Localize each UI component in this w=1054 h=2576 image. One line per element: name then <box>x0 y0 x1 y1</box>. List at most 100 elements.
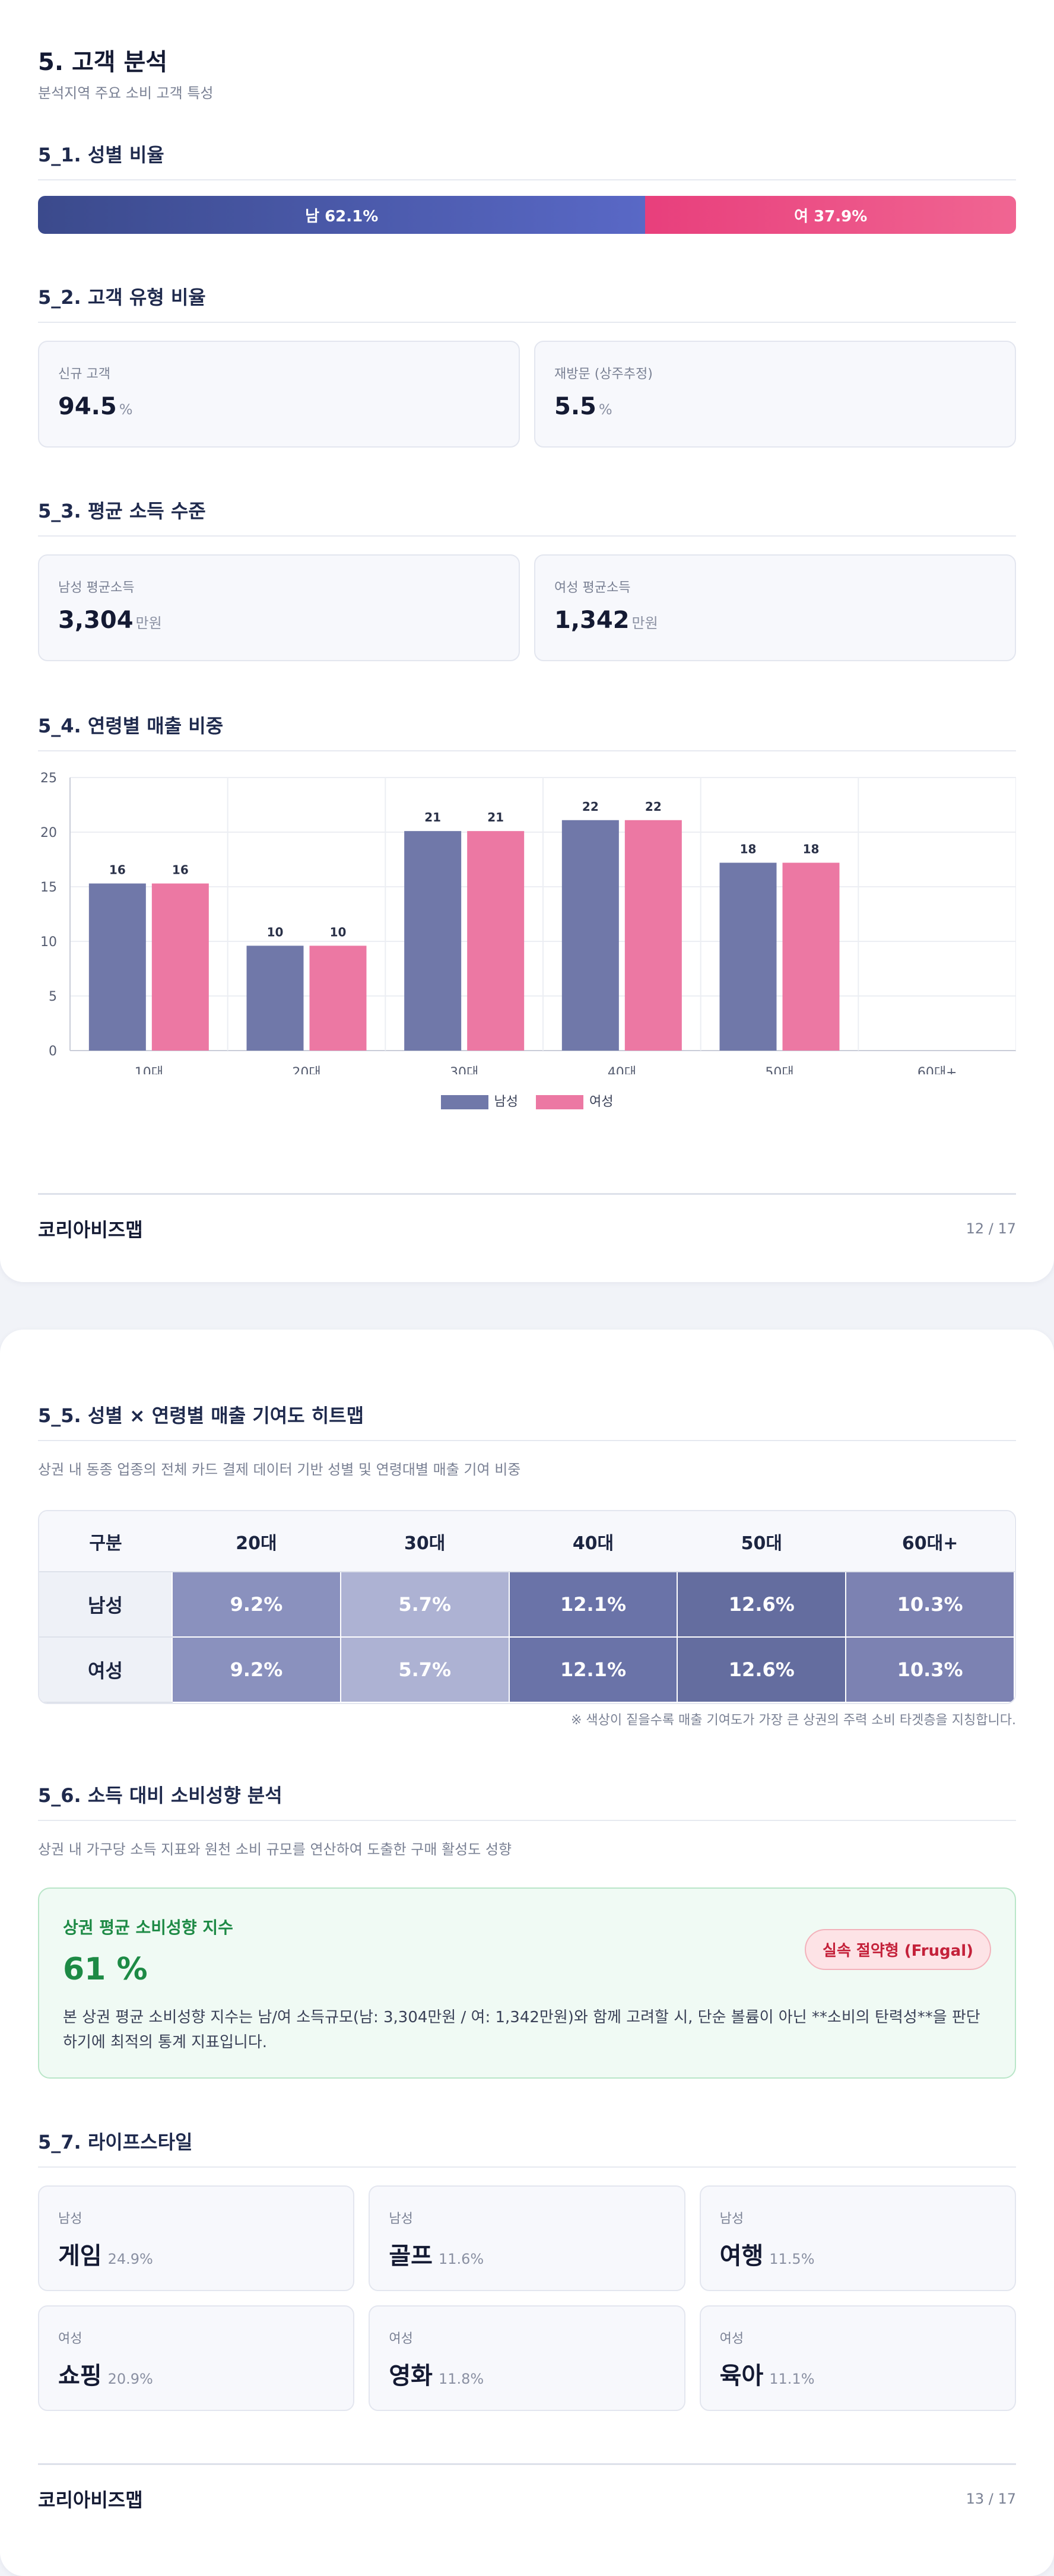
x-tick-label: 30대 <box>450 1065 478 1074</box>
section-heading-age-sales: 5_4. 연령별 매출 비중 <box>38 711 1016 751</box>
footer-brand: 코리아비즈맵 <box>38 1218 143 1241</box>
bar-value-label: 18 <box>803 842 820 856</box>
lifestyle-name: 육아 <box>719 2362 764 2390</box>
section-heading-income: 5_3. 평균 소득 수준 <box>38 496 1016 537</box>
card-unit: % <box>598 401 612 418</box>
spending-index-box: 상권 평균 소비성향 지수 61 % 실속 절약형 (Frugal) 본 상권 … <box>38 1887 1016 2079</box>
card-returning-customer: 재방문 (상주추정) 5.5% <box>534 341 1016 448</box>
bar-female <box>782 862 840 1051</box>
card-label: 여성 평균소득 <box>554 580 631 595</box>
y-tick-label: 15 <box>40 880 57 895</box>
footer-brand: 코리아비즈맵 <box>38 2488 143 2511</box>
card-unit: 만원 <box>631 615 658 632</box>
card-value: 1,342 <box>554 607 630 634</box>
lifestyle-gender: 남성 <box>389 2212 413 2226</box>
page-title: 5. 고객 분석 <box>38 49 168 76</box>
heatmap-header-row: 구분 20대 30대 40대 50대 60대+ <box>39 1511 1014 1572</box>
y-tick-label: 25 <box>40 771 57 786</box>
lifestyle-name: 골프 <box>389 2242 433 2270</box>
legend-swatch-male <box>440 1095 488 1109</box>
lifestyle-card: 여성 쇼핑 20.9% <box>38 2305 355 2411</box>
page-footer: 코리아비즈맵 12 / 17 <box>38 1193 1016 1262</box>
bar-male <box>246 946 304 1051</box>
spending-description: 상권 내 가구당 소득 지표와 원천 소비 규모를 연산하여 도출한 구매 활성… <box>38 1841 512 1858</box>
lifestyle-name: 게임 <box>58 2242 102 2270</box>
heatmap-cell: 12.1% <box>508 1571 678 1638</box>
heatmap-cell: 12.6% <box>677 1571 847 1638</box>
gender-female-segment: 여 37.9% <box>645 196 1016 234</box>
heatmap-table: 구분 20대 30대 40대 50대 60대+ 남성 9.2% 5.7% 12.… <box>39 1511 1015 1703</box>
heatmap-note: ※ 색상이 짙을수록 매출 기여도가 가장 큰 상권의 주력 소비 타겟층을 지… <box>570 1713 1016 1728</box>
bar-value-label: 16 <box>109 862 126 877</box>
lifestyle-name: 여행 <box>719 2242 764 2270</box>
age-sales-chart-svg: 0 5 10 15 20 25 10대 16 16 20대 10 10 30대 21 21 40대 22 22 50… <box>40 771 1017 1080</box>
heatmap-header: 20대 <box>172 1511 341 1572</box>
chart-legend: 남성 여성 <box>38 1091 1016 1110</box>
heatmap-row-female: 여성 9.2% 5.7% 12.1% 12.6% 10.3% <box>39 1636 1015 1703</box>
lifestyle-gender: 여성 <box>58 2331 82 2346</box>
y-tick-label: 10 <box>40 935 57 950</box>
bar-female <box>151 883 209 1051</box>
bar-value-label: 22 <box>645 800 662 814</box>
age-sales-chart: 0 5 10 15 20 25 10대 16 16 20대 10 10 30대 21 21 40대 22 22 50… <box>38 766 1017 1080</box>
heatmap-cell: 12.1% <box>508 1636 678 1703</box>
x-tick-label: 50대 <box>765 1065 793 1074</box>
lifestyle-name: 쇼핑 <box>58 2362 102 2390</box>
page-subtitle: 분석지역 주요 소비 고객 특성 <box>38 85 214 101</box>
lifestyle-pct: 11.5% <box>769 2251 815 2267</box>
y-tick-label: 20 <box>40 826 57 840</box>
section-heading-heatmap: 5_5. 성별 × 연령별 매출 기여도 히트맵 <box>38 1401 1016 1441</box>
heatmap-cell: 10.3% <box>845 1636 1015 1703</box>
heatmap-header: 60대+ <box>846 1511 1014 1572</box>
card-male-income: 남성 평균소득 3,304 만원 <box>38 554 520 661</box>
lifestyle-card: 여성 육아 11.1% <box>699 2305 1016 2411</box>
heatmap-header: 구분 <box>39 1511 172 1572</box>
heatmap-description: 상권 내 동종 업종의 전체 카드 결제 데이터 기반 성별 및 연령대별 매출… <box>38 1461 521 1478</box>
heatmap-cell: 12.6% <box>677 1636 847 1703</box>
legend-item-female: 여성 <box>536 1091 613 1110</box>
section-heading-customer-type: 5_2. 고객 유형 비율 <box>38 283 1016 323</box>
bar-female <box>309 946 367 1051</box>
card-value: 94.5 <box>58 393 117 420</box>
bar-female <box>624 820 682 1051</box>
bar-value-label: 10 <box>267 925 284 939</box>
spending-index-value: 61 % <box>63 1952 148 1987</box>
lifestyle-pct: 11.6% <box>438 2251 484 2267</box>
card-female-income: 여성 평균소득 1,342 만원 <box>534 554 1016 661</box>
section-heading-spending: 5_6. 소득 대비 소비성향 분석 <box>38 1781 1016 1821</box>
legend-label-female: 여성 <box>589 1095 614 1109</box>
lifestyle-gender: 여성 <box>719 2331 744 2346</box>
bar-value-label: 16 <box>172 862 189 877</box>
gender-ratio-bar: 남 62.1% 여 37.9% <box>38 196 1016 234</box>
lifestyle-gender: 남성 <box>58 2212 82 2226</box>
card-label: 남성 평균소득 <box>58 580 135 595</box>
lifestyle-pct: 24.9% <box>107 2251 153 2267</box>
x-tick-label: 40대 <box>608 1065 636 1074</box>
y-tick-label: 5 <box>49 989 57 1004</box>
bar-value-label: 18 <box>740 842 757 856</box>
card-value: 5.5 <box>554 393 596 420</box>
heatmap-cell: 5.7% <box>339 1636 510 1703</box>
bar-value-label: 22 <box>582 800 599 814</box>
y-tick-label: 0 <box>49 1044 57 1059</box>
x-tick-label: 60대+ <box>918 1065 957 1074</box>
heatmap-header: 40대 <box>509 1511 678 1572</box>
page-footer: 코리아비즈맵 13 / 17 <box>38 2463 1016 2532</box>
gender-male-segment: 남 62.1% <box>38 196 646 234</box>
lifestyle-row-male: 남성 게임 24.9% 남성 골프 11.6% 남성 여행 11.5% <box>38 2185 1016 2291</box>
footer-page-number: 12 / 17 <box>966 1220 1016 1237</box>
legend-item-male: 남성 <box>440 1091 518 1110</box>
income-cards: 남성 평균소득 3,304 만원 여성 평균소득 1,342 만원 <box>38 554 1016 661</box>
bar-male <box>404 831 462 1051</box>
lifestyle-gender: 여성 <box>389 2331 413 2346</box>
spending-index-description: 본 상권 평균 소비성향 지수는 남/여 소득규모(남: 3,304만원 / 여… <box>63 2009 980 2051</box>
report-page-12: 5. 고객 분석 분석지역 주요 소비 고객 특성 5_1. 성별 비율 남 6… <box>0 0 1054 1282</box>
bar-male <box>719 862 777 1051</box>
bar-male <box>561 820 619 1051</box>
card-new-customer: 신규 고객 94.5% <box>38 341 520 448</box>
lifestyle-name: 영화 <box>389 2362 433 2390</box>
lifestyle-row-female: 여성 쇼핑 20.9% 여성 영화 11.8% 여성 육아 11.1% <box>38 2305 1016 2411</box>
lifestyle-gender: 남성 <box>719 2212 744 2226</box>
section-heading-gender-ratio: 5_1. 성별 비율 <box>38 140 1016 180</box>
lifestyle-card: 여성 영화 11.8% <box>369 2305 685 2411</box>
